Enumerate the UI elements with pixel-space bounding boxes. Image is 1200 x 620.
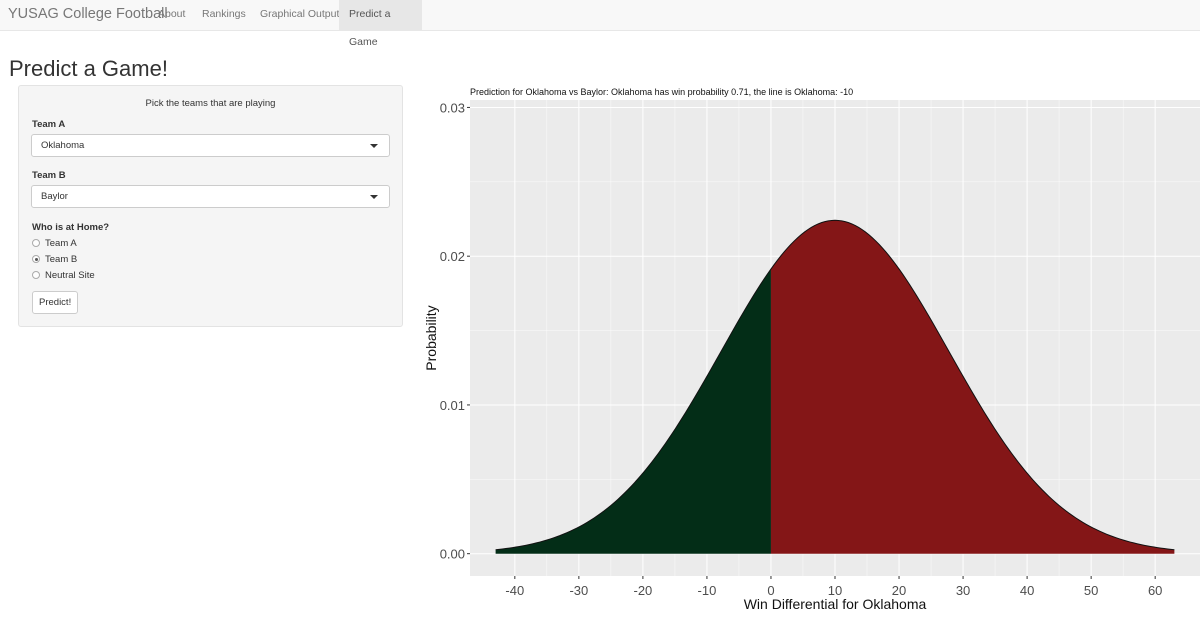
team-a-selected-value: Oklahoma xyxy=(41,140,85,151)
x-tick-label: -10 xyxy=(698,583,717,598)
x-tick-label: 20 xyxy=(892,583,906,598)
y-tick-label: 0.00 xyxy=(440,547,465,562)
radio-circle-checked-icon[interactable] xyxy=(32,255,40,263)
y-tick-label: 0.03 xyxy=(440,100,465,115)
nav-tab-rankings[interactable]: Rankings xyxy=(202,8,246,20)
prediction-plot: Prediction for Oklahoma vs Baylor: Oklah… xyxy=(420,84,1200,620)
density-area-below-zero xyxy=(495,268,771,554)
x-tick-label: 50 xyxy=(1084,583,1098,598)
form-heading: Pick the teams that are playing xyxy=(145,98,276,109)
radio-home-team-a[interactable]: Team A xyxy=(32,236,77,250)
radio-label: Team B xyxy=(45,253,78,265)
density-area-above-zero xyxy=(770,220,1175,554)
radio-circle-icon[interactable] xyxy=(32,271,40,279)
home-label: Who is at Home? xyxy=(32,222,110,233)
x-tick-label: 60 xyxy=(1148,583,1162,598)
navbar-brand[interactable]: YUSAG College Football xyxy=(8,6,168,22)
prediction-form-panel: Pick the teams that are playing Team A O… xyxy=(18,85,403,327)
x-tick-label: 40 xyxy=(1020,583,1034,598)
x-tick-label: 30 xyxy=(956,583,970,598)
density-curve-line xyxy=(495,219,1175,551)
prediction-chart-svg: Prediction for Oklahoma vs Baylor: Oklah… xyxy=(423,87,1200,612)
nav-tab-about[interactable]: About xyxy=(158,8,186,20)
radio-label: Team A xyxy=(45,237,77,249)
y-tick-label: 0.02 xyxy=(440,249,465,264)
nav-tab-graphical-output[interactable]: Graphical Output xyxy=(260,8,340,20)
x-tick-label: 10 xyxy=(828,583,842,598)
predict-button[interactable]: Predict! xyxy=(32,291,79,314)
navbar: YUSAG College Football About Rankings Gr… xyxy=(0,0,1200,48)
radio-home-team-b[interactable]: Team B xyxy=(32,252,77,266)
y-axis-label: Probability xyxy=(423,305,439,370)
y-tick-label: 0.01 xyxy=(440,398,465,413)
chart-title: Prediction for Oklahoma vs Baylor: Oklah… xyxy=(470,87,853,97)
radio-home-neutral-site[interactable]: Neutral Site xyxy=(32,268,95,282)
team-b-selected-value: Baylor xyxy=(41,191,68,202)
nav-tab-predict-a-game[interactable]: Predict a Game xyxy=(339,0,422,48)
team-b-label: Team B xyxy=(32,170,66,181)
team-a-label: Team A xyxy=(32,119,66,130)
x-tick-label: 0 xyxy=(767,583,774,598)
x-tick-label: -20 xyxy=(633,583,652,598)
team-b-select[interactable]: Baylor xyxy=(31,185,390,208)
page-title: Predict a Game! xyxy=(9,56,168,81)
x-axis-label: Win Differential for Oklahoma xyxy=(744,596,927,612)
radio-label: Neutral Site xyxy=(45,269,95,281)
x-tick-label: -30 xyxy=(569,583,588,598)
caret-down-icon xyxy=(370,195,378,199)
radio-circle-icon[interactable] xyxy=(32,239,40,247)
team-a-select[interactable]: Oklahoma xyxy=(31,134,390,157)
x-tick-label: -40 xyxy=(505,583,524,598)
caret-down-icon xyxy=(370,144,378,148)
